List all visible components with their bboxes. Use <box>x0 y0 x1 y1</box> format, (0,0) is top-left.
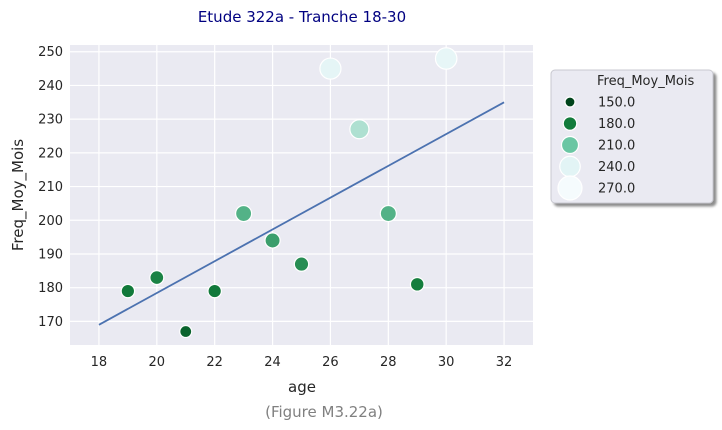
x-tick-label: 28 <box>380 355 397 370</box>
legend-marker <box>564 96 576 108</box>
data-point <box>149 270 165 286</box>
y-tick-label: 210 <box>38 180 63 195</box>
regression-line <box>98 101 505 326</box>
x-axis-label: age <box>288 378 316 396</box>
y-tick-label: 200 <box>38 214 63 229</box>
y-tick-labels: 170 180 190 200 210 220 230 240 250 <box>38 45 63 330</box>
data-point <box>120 283 136 299</box>
x-tick-label: 18 <box>91 355 108 370</box>
data-point <box>179 324 193 339</box>
y-tick-label: 250 <box>38 45 63 60</box>
y-tick-label: 230 <box>38 113 63 128</box>
data-point <box>434 47 458 70</box>
legend-label: 150.0 <box>598 96 635 111</box>
y-tick-label: 190 <box>38 247 63 262</box>
data-point <box>379 204 397 223</box>
legend-box <box>550 69 714 204</box>
y-tick-label: 180 <box>38 281 63 296</box>
legend-marker <box>557 175 583 201</box>
y-tick-label: 170 <box>38 315 63 330</box>
legend-marker <box>559 155 581 178</box>
legend-label: 180.0 <box>598 117 635 132</box>
data-point <box>349 119 370 140</box>
x-tick-label: 22 <box>206 355 223 370</box>
figure-caption: (Figure M3.22a) <box>265 403 383 421</box>
y-tick-label: 220 <box>38 146 63 161</box>
x-tick-label: 30 <box>438 355 455 370</box>
chart-title: Etude 322a - Tranche 18-30 <box>198 8 406 26</box>
legend-marker <box>560 135 580 155</box>
x-tick-label: 24 <box>264 355 281 370</box>
data-point <box>234 204 253 223</box>
legend-entries: 150.0 180.0 210.0 240.0 270.0 <box>557 96 635 201</box>
legend: Freq_Moy_Mois 150.0 180.0 210.0 240.0 270.0 <box>550 69 714 204</box>
data-point <box>319 57 342 80</box>
data-point <box>264 232 281 249</box>
y-axis-label: Freq_Moy_Mois <box>9 139 28 251</box>
grid-lines <box>70 45 533 345</box>
data-point <box>293 256 310 272</box>
data-points <box>120 47 458 339</box>
plot-area <box>70 45 533 345</box>
y-tick-label: 240 <box>38 79 63 94</box>
legend-label: 270.0 <box>598 182 635 197</box>
x-tick-label: 32 <box>496 355 513 370</box>
x-tick-label: 26 <box>322 355 339 370</box>
x-tick-label: 20 <box>149 355 166 370</box>
x-tick-labels: 18 20 22 24 26 28 30 32 <box>91 355 513 370</box>
legend-label: 240.0 <box>598 160 635 175</box>
data-point <box>207 283 222 299</box>
legend-label: 210.0 <box>598 139 635 154</box>
legend-title: Freq_Moy_Mois <box>597 74 694 89</box>
legend-marker <box>562 116 578 131</box>
data-point <box>409 276 425 292</box>
